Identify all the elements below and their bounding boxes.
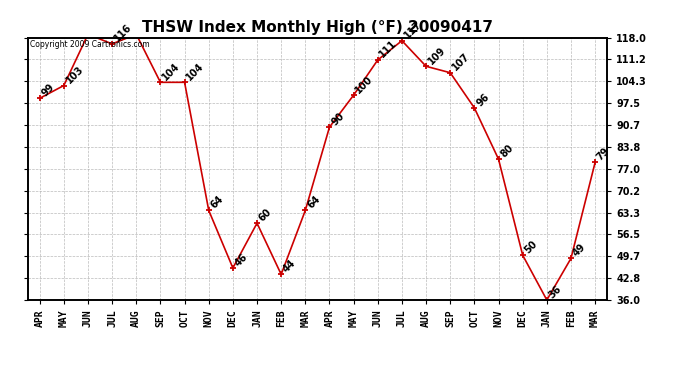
Text: 119: 119 <box>0 374 1 375</box>
Text: 49: 49 <box>571 242 588 258</box>
Text: 64: 64 <box>305 194 322 210</box>
Text: 104: 104 <box>184 61 206 82</box>
Text: 44: 44 <box>282 258 298 274</box>
Text: 90: 90 <box>330 111 346 127</box>
Text: 60: 60 <box>257 207 274 223</box>
Text: 117: 117 <box>402 19 423 41</box>
Text: 96: 96 <box>475 91 491 108</box>
Text: 36: 36 <box>546 284 564 300</box>
Text: 109: 109 <box>426 45 447 66</box>
Text: 107: 107 <box>450 51 471 73</box>
Text: 50: 50 <box>523 238 540 255</box>
Text: 104: 104 <box>160 61 181 82</box>
Text: 80: 80 <box>498 142 515 159</box>
Text: 99: 99 <box>39 82 57 98</box>
Text: 116: 116 <box>112 22 133 44</box>
Text: 79: 79 <box>595 146 612 162</box>
Text: 46: 46 <box>233 251 250 268</box>
Text: 119: 119 <box>0 374 1 375</box>
Text: 111: 111 <box>378 39 399 60</box>
Title: THSW Index Monthly High (°F) 20090417: THSW Index Monthly High (°F) 20090417 <box>142 20 493 35</box>
Text: 64: 64 <box>208 194 226 210</box>
Text: 100: 100 <box>353 74 375 95</box>
Text: 103: 103 <box>63 64 85 86</box>
Text: Copyright 2009 Cartronics.com: Copyright 2009 Cartronics.com <box>30 40 150 49</box>
